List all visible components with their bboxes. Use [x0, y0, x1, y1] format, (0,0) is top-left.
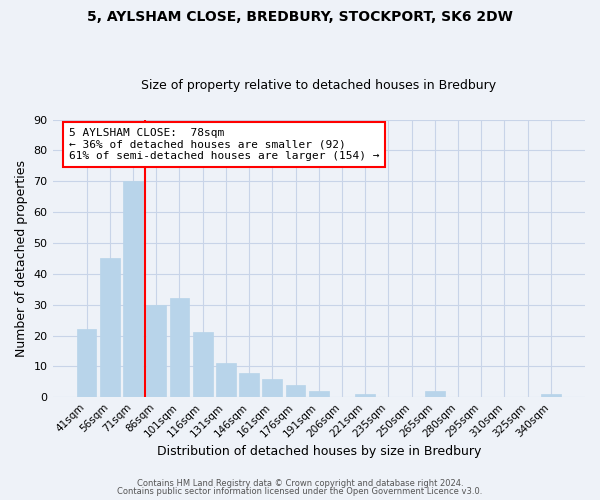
- Bar: [262, 378, 282, 397]
- Bar: [239, 372, 259, 397]
- Title: Size of property relative to detached houses in Bredbury: Size of property relative to detached ho…: [141, 79, 496, 92]
- Bar: [541, 394, 561, 397]
- Bar: [216, 364, 236, 397]
- Y-axis label: Number of detached properties: Number of detached properties: [15, 160, 28, 357]
- Bar: [309, 391, 329, 397]
- Bar: [425, 391, 445, 397]
- X-axis label: Distribution of detached houses by size in Bredbury: Distribution of detached houses by size …: [157, 444, 481, 458]
- Bar: [193, 332, 212, 397]
- Bar: [170, 298, 190, 397]
- Bar: [100, 258, 119, 397]
- Bar: [146, 304, 166, 397]
- Text: Contains public sector information licensed under the Open Government Licence v3: Contains public sector information licen…: [118, 487, 482, 496]
- Text: Contains HM Land Registry data © Crown copyright and database right 2024.: Contains HM Land Registry data © Crown c…: [137, 478, 463, 488]
- Bar: [355, 394, 375, 397]
- Bar: [77, 330, 97, 397]
- Text: 5 AYLSHAM CLOSE:  78sqm
← 36% of detached houses are smaller (92)
61% of semi-de: 5 AYLSHAM CLOSE: 78sqm ← 36% of detached…: [68, 128, 379, 161]
- Bar: [123, 182, 143, 397]
- Text: 5, AYLSHAM CLOSE, BREDBURY, STOCKPORT, SK6 2DW: 5, AYLSHAM CLOSE, BREDBURY, STOCKPORT, S…: [87, 10, 513, 24]
- Bar: [286, 385, 305, 397]
